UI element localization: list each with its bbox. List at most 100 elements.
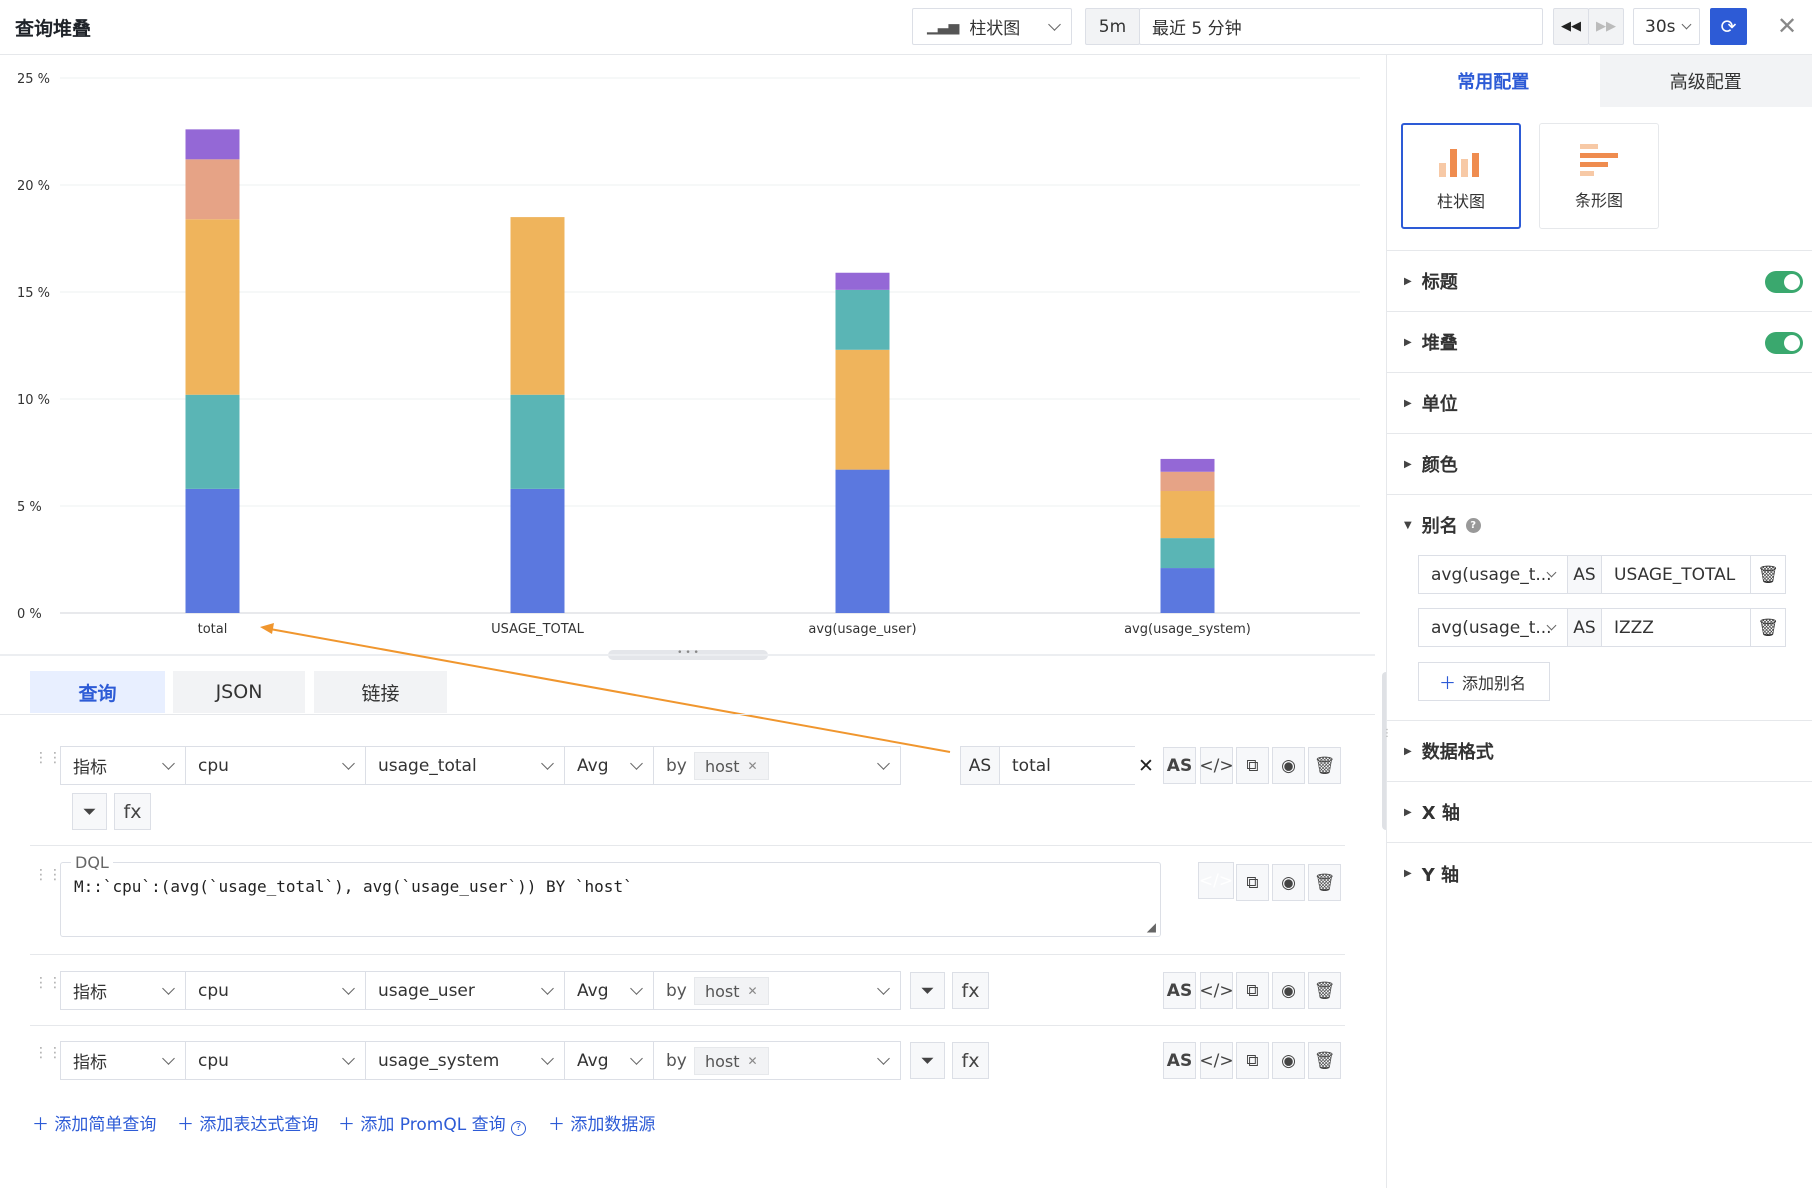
alias2-target-input[interactable]: IZZZ <box>1601 608 1751 647</box>
bar-segment[interactable] <box>1160 491 1215 539</box>
query3-fx-button[interactable]: fx <box>952 972 989 1009</box>
query1-alias-input[interactable]: total <box>999 746 1135 785</box>
query1-group-select[interactable]: by host ✕ <box>653 746 901 785</box>
add-simple-query-link[interactable]: ＋ 添加简单查询 <box>32 1115 157 1135</box>
bar-segment[interactable] <box>835 349 890 470</box>
refresh-button[interactable]: ⟳ <box>1710 8 1747 45</box>
alias1-target-input[interactable]: USAGE_TOTAL <box>1601 555 1751 594</box>
dql-code[interactable]: M::`cpu`:(avg(`usage_total`), avg(`usage… <box>74 877 633 896</box>
query2-code-button[interactable]: </> <box>1198 862 1234 899</box>
panel-splitter-handle[interactable]: ⋮ <box>1382 728 1392 739</box>
tab-common-config[interactable]: 常用配置 <box>1387 55 1600 107</box>
query1-copy-button[interactable]: ⧉ <box>1236 747 1269 784</box>
query4-as-button[interactable]: AS <box>1163 1042 1196 1079</box>
query2-copy-button[interactable]: ⧉ <box>1236 864 1269 901</box>
bar-segment[interactable] <box>1160 538 1215 569</box>
query1-field-select[interactable]: usage_total <box>365 746 565 785</box>
drag-handle-icon[interactable]: ⋮⋮ <box>34 975 62 991</box>
query1-fx-button[interactable]: fx <box>114 793 151 830</box>
query1-as-button[interactable]: AS <box>1163 747 1196 784</box>
section-alias[interactable]: ▼ 别名 ? <box>1387 495 1812 555</box>
query4-agg-select[interactable]: Avg <box>564 1041 654 1080</box>
remove-icon[interactable]: ✕ <box>747 984 758 998</box>
query4-type-select[interactable]: 指标 <box>60 1041 186 1080</box>
section-y-axis[interactable]: ▶ Y 轴 <box>1387 843 1812 904</box>
refresh-interval-select[interactable]: 30s <box>1633 8 1700 45</box>
query4-group-select[interactable]: by host ✕ <box>653 1041 901 1080</box>
query2-visibility-button[interactable]: ◉ <box>1272 864 1305 901</box>
query3-visibility-button[interactable]: ◉ <box>1272 972 1305 1009</box>
tab-query[interactable]: 查询 <box>30 671 165 713</box>
query1-alias-clear-button[interactable]: ✕ <box>1134 747 1158 784</box>
add-promql-query-link[interactable]: ＋ 添加 PromQL 查询 ? <box>338 1110 527 1136</box>
query4-visibility-button[interactable]: ◉ <box>1272 1042 1305 1079</box>
query4-copy-button[interactable]: ⧉ <box>1236 1042 1269 1079</box>
query4-code-button[interactable]: </> <box>1199 1042 1234 1079</box>
bar-segment[interactable] <box>185 488 240 613</box>
query3-as-button[interactable]: AS <box>1163 972 1196 1009</box>
drag-handle-icon[interactable]: ⋮⋮ <box>34 867 62 883</box>
add-expression-query-link[interactable]: ＋ 添加表达式查询 <box>177 1115 319 1135</box>
query1-visibility-button[interactable]: ◉ <box>1272 747 1305 784</box>
bar-segment[interactable] <box>835 469 890 613</box>
query3-copy-button[interactable]: ⧉ <box>1236 972 1269 1009</box>
chart-option-bar[interactable]: 柱状图 <box>1401 123 1521 229</box>
bar-segment[interactable] <box>185 219 240 395</box>
stack-toggle[interactable] <box>1765 332 1803 354</box>
add-alias-button[interactable]: ＋ 添加别名 <box>1418 662 1550 701</box>
rewind-button[interactable]: ◀◀ <box>1553 8 1589 45</box>
tab-advanced-config[interactable]: 高级配置 <box>1599 55 1812 107</box>
query1-code-button[interactable]: </> <box>1199 747 1234 784</box>
remove-icon[interactable]: ✕ <box>747 1054 758 1068</box>
alias1-source-select[interactable]: avg(usage_t... <box>1418 555 1568 594</box>
bar-segment[interactable] <box>185 159 240 220</box>
resize-grip-icon[interactable]: ◢ <box>1146 920 1156 934</box>
query1-filter-button[interactable]: ⏷ <box>72 793 107 830</box>
help-icon[interactable]: ? <box>511 1121 527 1136</box>
query4-measurement-select[interactable]: cpu <box>185 1041 366 1080</box>
drag-handle-icon[interactable]: ⋮⋮ <box>34 750 62 766</box>
section-color[interactable]: ▶ 颜色 <box>1387 434 1812 495</box>
query4-field-select[interactable]: usage_system <box>365 1041 565 1080</box>
section-title[interactable]: ▶ 标题 <box>1387 251 1812 312</box>
alias2-source-select[interactable]: avg(usage_t... <box>1418 608 1568 647</box>
query3-group-chip[interactable]: host ✕ <box>694 977 769 1005</box>
bar-segment[interactable] <box>1160 568 1215 613</box>
query4-group-chip[interactable]: host ✕ <box>694 1047 769 1075</box>
add-data-source-link[interactable]: ＋ 添加数据源 <box>548 1115 656 1135</box>
help-icon[interactable]: ? <box>1465 517 1481 533</box>
bar-segment[interactable] <box>510 394 565 489</box>
query3-group-select[interactable]: by host ✕ <box>653 971 901 1010</box>
section-data-format[interactable]: ▶ 数据格式 <box>1387 721 1812 782</box>
query1-measurement-select[interactable]: cpu <box>185 746 366 785</box>
title-toggle[interactable] <box>1765 271 1803 293</box>
section-stack[interactable]: ▶ 堆叠 <box>1387 312 1812 373</box>
query1-delete-button[interactable]: 🗑 <box>1308 747 1341 784</box>
time-short-select[interactable]: 5m <box>1085 8 1140 45</box>
chart-option-horizontal-bar[interactable]: 条形图 <box>1539 123 1659 229</box>
tab-json[interactable]: JSON <box>173 671 305 713</box>
bar-segment[interactable] <box>185 129 240 160</box>
query3-measurement-select[interactable]: cpu <box>185 971 366 1010</box>
tab-link[interactable]: 链接 <box>314 671 447 713</box>
bar-segment[interactable] <box>510 488 565 613</box>
query4-fx-button[interactable]: fx <box>952 1042 989 1079</box>
query4-filter-button[interactable]: ⏷ <box>910 1042 945 1079</box>
dql-editor[interactable]: DQL M::`cpu`:(avg(`usage_total`), avg(`u… <box>60 853 1161 937</box>
bar-segment[interactable] <box>1160 471 1215 492</box>
bar-segment[interactable] <box>835 289 890 350</box>
alias2-delete-button[interactable]: 🗑 <box>1750 608 1786 647</box>
query1-type-select[interactable]: 指标 <box>60 746 186 785</box>
drag-handle-icon[interactable]: ⋮⋮ <box>34 1045 62 1061</box>
query1-group-chip[interactable]: host ✕ <box>694 752 769 780</box>
close-button[interactable]: ✕ <box>1777 12 1797 40</box>
query4-delete-button[interactable]: 🗑 <box>1308 1042 1341 1079</box>
query1-agg-select[interactable]: Avg <box>564 746 654 785</box>
bar-segment[interactable] <box>1160 458 1215 472</box>
section-unit[interactable]: ▶ 单位 <box>1387 373 1812 434</box>
query3-code-button[interactable]: </> <box>1199 972 1234 1009</box>
section-x-axis[interactable]: ▶ X 轴 <box>1387 782 1812 843</box>
bar-segment[interactable] <box>185 394 240 489</box>
query3-delete-button[interactable]: 🗑 <box>1308 972 1341 1009</box>
bar-segment[interactable] <box>510 217 565 395</box>
